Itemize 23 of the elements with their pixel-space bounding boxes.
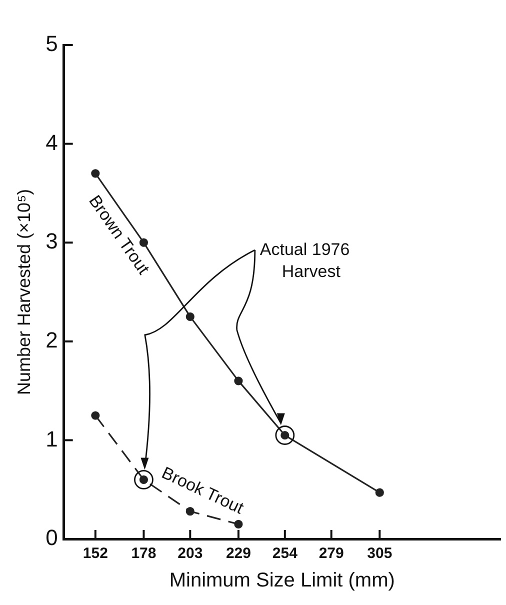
point xyxy=(91,169,100,178)
point xyxy=(234,376,243,386)
point xyxy=(234,520,243,528)
y-tick-label: 3 xyxy=(46,228,58,254)
x-tick-label: 254 xyxy=(272,545,298,562)
point xyxy=(186,312,194,321)
y-axis-title: Number Harvested (×10⁵) xyxy=(14,188,34,396)
x-tick-label: 152 xyxy=(82,545,108,562)
x-tick-label: 203 xyxy=(178,545,203,562)
y-tick-label: 4 xyxy=(46,130,58,155)
y-tick-label: 5 xyxy=(46,31,58,56)
point xyxy=(91,411,100,420)
x-tick-label: 229 xyxy=(226,545,251,562)
x-tick-label: 279 xyxy=(318,545,344,562)
point xyxy=(375,488,384,497)
x-axis-title: Minimum Size Limit (mm) xyxy=(169,570,395,592)
y-tick-label: 1 xyxy=(46,426,58,452)
y-tick-label: 2 xyxy=(46,327,58,352)
x-tick-label: 178 xyxy=(131,545,156,562)
annotation: Actual 1976 Harvest xyxy=(260,240,350,281)
point xyxy=(186,507,194,516)
y-tick-label: 0 xyxy=(46,525,58,550)
x-tick-label: 305 xyxy=(367,545,392,562)
